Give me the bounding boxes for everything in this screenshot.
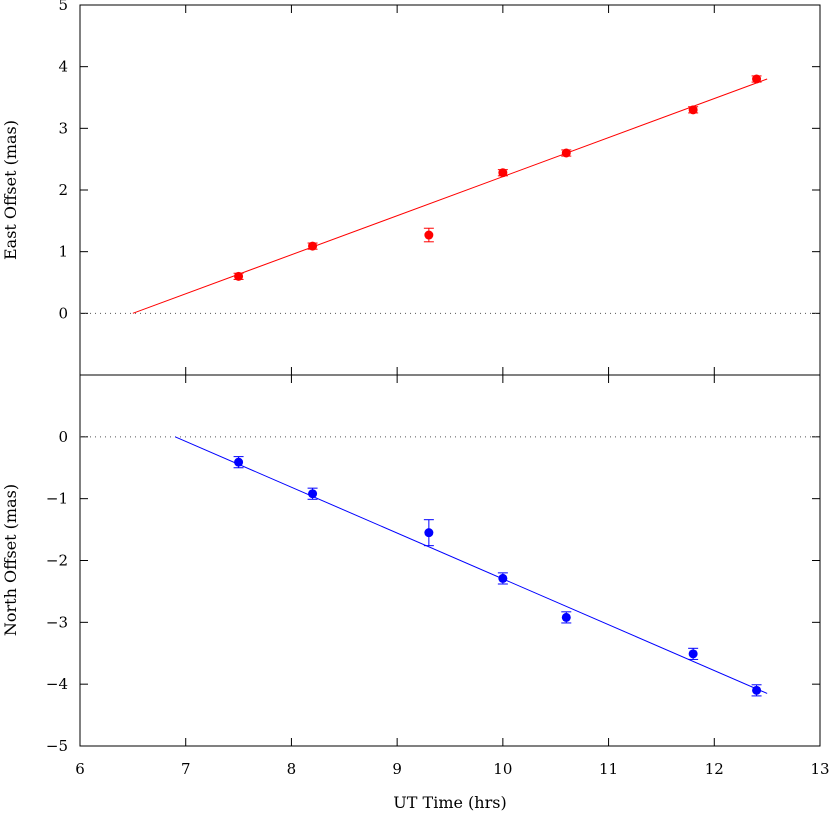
east-y-tick-label: 3	[58, 119, 68, 137]
east-y-tick-label: 1	[58, 243, 68, 261]
east-y-tick-label: 2	[58, 181, 68, 199]
north-frame	[79, 374, 821, 747]
east-y-tick-label: 0	[58, 304, 68, 322]
x-tick-label: 13	[810, 760, 829, 778]
x-tick-label: 10	[493, 760, 512, 778]
east-data-point	[561, 148, 571, 158]
east-data-point	[752, 74, 762, 84]
east-offset-axis-label: East Offset (mas)	[1, 120, 20, 260]
east-data-point	[424, 230, 434, 240]
north-data-point	[752, 685, 762, 695]
north-data-point	[561, 612, 571, 622]
north-data-point	[424, 528, 434, 538]
x-tick-label: 12	[705, 760, 724, 778]
x-tick-label: 9	[392, 760, 402, 778]
north-y-tick-label: −5	[46, 737, 68, 755]
east-data-point	[234, 271, 244, 281]
east-frame	[79, 4, 821, 376]
east-y-tick-label: 5	[58, 0, 68, 14]
x-tick-label: 11	[599, 760, 618, 778]
x-tick-label: 8	[287, 760, 297, 778]
north-offset-axis-label: North Offset (mas)	[1, 484, 20, 636]
north-offset-panel: 6 7 8 9 10 11 12 13 −5 −4 −3 −2 −1 0	[46, 374, 830, 778]
x-tick-label: 7	[181, 760, 191, 778]
north-fit-line	[174, 436, 768, 694]
east-offset-panel: 0 1 2 3 4 5	[58, 0, 821, 376]
east-data-point	[498, 168, 508, 178]
ut-time-axis-label: UT Time (hrs)	[393, 793, 506, 812]
north-data-point	[308, 489, 318, 499]
east-data-point	[308, 241, 318, 251]
north-y-tick-label: 0	[58, 428, 68, 446]
north-data-point	[688, 649, 698, 659]
north-y-tick-label: −4	[46, 675, 68, 693]
north-data-point	[234, 457, 244, 467]
north-y-tick-label: −2	[46, 552, 68, 570]
east-data-point	[688, 105, 698, 115]
north-data-point	[498, 573, 508, 583]
north-y-tick-label: −3	[46, 613, 68, 631]
east-y-tick-label: 4	[58, 58, 68, 76]
north-y-tick-label: −1	[46, 490, 68, 508]
x-tick-label: 6	[75, 760, 85, 778]
east-fit-line	[132, 78, 768, 314]
